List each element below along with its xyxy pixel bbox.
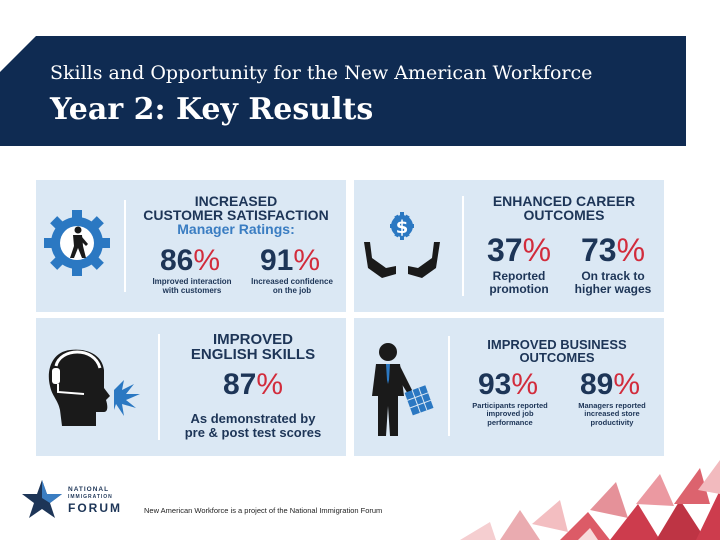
stat-unit: % [193, 244, 221, 277]
caption-line: Improved interaction [152, 277, 232, 286]
speaking-head-icon [48, 349, 140, 426]
career-outcomes-panel: $ ENHANCED CAREER OUTCOMES 37% 73% Repor… [354, 180, 664, 312]
svg-text:$: $ [396, 217, 409, 238]
star-logo-icon [22, 480, 62, 518]
slide-subtitle: Skills and Opportunity for the New Ameri… [50, 62, 593, 84]
stat-93-percent: 93% [458, 370, 558, 400]
english-heading-line1: IMPROVED [212, 331, 293, 348]
caption-line: productivity [590, 417, 634, 427]
caption-line: on the job [272, 285, 312, 295]
caption-line: pre & post test scores [184, 425, 322, 441]
stat-unit: % [522, 232, 552, 268]
english-skills-panel: IMPROVED ENGLISH SKILLS 87% As demonstra… [36, 318, 346, 456]
stat-value: 87 [222, 368, 257, 401]
caption-line: Increased confidence [251, 277, 333, 286]
businessman-icon [372, 343, 434, 436]
stat-89-caption: Managers reported increased store produc… [560, 401, 664, 427]
stat-87-caption: As demonstrated by pre & post test score… [162, 411, 344, 441]
logo-line-immigration: IMMIGRATION [68, 494, 113, 500]
slide-title: Year 2: Key Results [50, 92, 374, 127]
title-banner [0, 36, 686, 146]
panel-divider [124, 200, 126, 292]
business-outcomes-panel: IMPROVED BUSINESS OUTCOMES 93% 89% Parti… [354, 318, 664, 456]
business-heading-line2: OUTCOMES [519, 350, 595, 365]
stat-91-percent: 91% [240, 246, 340, 276]
caption-line: As demonstrated by [190, 411, 316, 426]
stat-value: 93 [477, 368, 512, 401]
manager-ratings-label: Manager Ratings: [177, 221, 295, 237]
decorative-triangles [460, 460, 720, 540]
career-heading-line2: OUTCOMES [523, 207, 605, 223]
national-immigration-forum-logo: NATIONAL IMMIGRATION FORUM [22, 478, 132, 522]
panel-divider [462, 196, 464, 296]
stat-value: 86 [159, 244, 194, 277]
stat-37-caption: Reported promotion [470, 269, 568, 297]
customer-heading-line1: INCREASED [194, 193, 278, 209]
stat-value: 89 [579, 368, 614, 401]
stat-37-percent: 37% [470, 234, 568, 266]
customer-heading-line2: CUSTOMER SATISFACTION [143, 207, 329, 223]
stat-unit: % [256, 368, 284, 401]
stat-unit: % [616, 232, 646, 268]
banner-shape [0, 36, 686, 146]
stat-91-caption: Increased confidence on the job [240, 277, 344, 296]
stat-73-percent: 73% [564, 234, 662, 266]
stat-unit: % [511, 368, 539, 401]
caption-line: promotion [489, 282, 549, 297]
caption-line: higher wages [574, 282, 652, 297]
caption-line: Participants reported [472, 401, 548, 410]
hands-dollar-icon: $ [364, 212, 440, 278]
stat-93-caption: Participants reported improved job perfo… [458, 401, 562, 427]
stat-unit: % [293, 244, 321, 277]
caption-line: Managers reported [578, 401, 646, 410]
panel-divider [448, 336, 450, 436]
stat-unit: % [613, 368, 641, 401]
stat-87-percent: 87% [162, 370, 344, 400]
caption-line: increased store [584, 409, 640, 419]
caption-line: Reported [492, 269, 546, 283]
customer-satisfaction-panel: INCREASED CUSTOMER SATISFACTION Manager … [36, 180, 346, 312]
gear-person-icon [44, 210, 110, 276]
stat-73-caption: On track to higher wages [564, 269, 662, 297]
logo-line-national: NATIONAL [68, 486, 110, 493]
panel-divider [158, 334, 160, 440]
english-heading-line2: ENGLISH SKILLS [190, 346, 316, 363]
logo-line-forum: FORUM [68, 501, 122, 515]
business-heading-line1: IMPROVED BUSINESS [487, 337, 627, 352]
career-heading-line1: ENHANCED CAREER [492, 193, 636, 209]
stat-89-percent: 89% [560, 370, 660, 400]
stat-value: 91 [259, 244, 294, 277]
caption-line: with customers [162, 285, 222, 295]
caption-line: On track to [581, 269, 645, 283]
caption-line: improved job [486, 409, 534, 419]
caption-line: performance [487, 417, 533, 427]
footer-text: New American Workforce is a project of t… [144, 506, 383, 515]
stat-value: 73 [580, 232, 617, 268]
stat-86-caption: Improved interaction with customers [140, 277, 244, 296]
stat-value: 37 [486, 232, 523, 268]
stat-86-percent: 86% [140, 246, 240, 276]
